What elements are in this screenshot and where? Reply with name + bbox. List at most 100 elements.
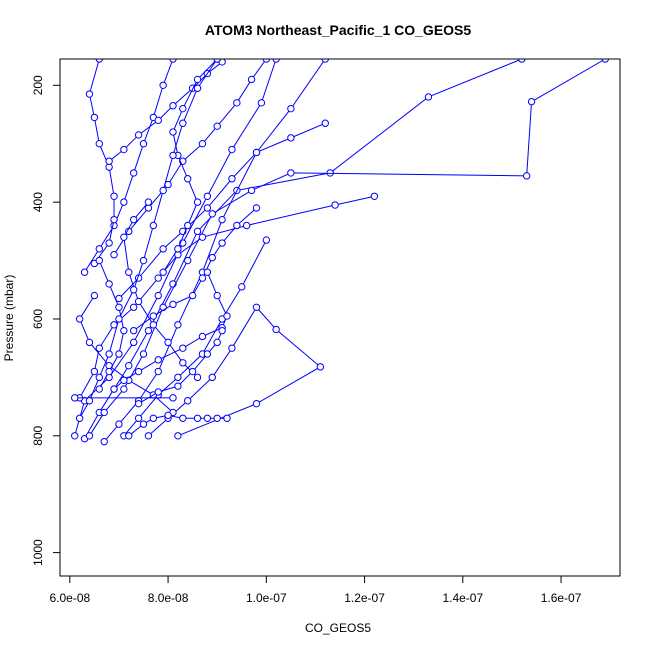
data-point [179, 359, 187, 367]
y-axis-label: Pressure (mbar) [2, 275, 16, 362]
series-profile [144, 303, 325, 440]
series-profile [134, 326, 226, 408]
data-point [115, 315, 123, 323]
data-point [95, 245, 103, 253]
data-point [213, 338, 221, 347]
data-point [262, 236, 271, 244]
data-point [174, 373, 182, 382]
data-point [252, 204, 261, 212]
data-point [149, 321, 158, 329]
data-point [228, 344, 236, 352]
series-profile [159, 59, 221, 276]
series-line [162, 59, 218, 273]
data-point [184, 221, 192, 230]
data-point [90, 291, 99, 300]
series-profile [75, 59, 221, 422]
data-point [169, 151, 177, 160]
data-point [238, 283, 246, 291]
series-profile [80, 59, 177, 276]
data-point [159, 245, 167, 253]
data-point [154, 367, 162, 376]
data-point [184, 256, 192, 265]
data-point [100, 437, 108, 446]
x-tick-label: 1.2e-07 [344, 591, 385, 605]
y-tick-label: 800 [31, 425, 45, 445]
data-point [169, 128, 177, 136]
data-point [129, 169, 138, 177]
data-point [174, 432, 182, 440]
data-point [203, 414, 212, 422]
data-point [115, 350, 123, 358]
data-point [71, 432, 79, 440]
series-profile [80, 59, 526, 443]
data-point [129, 286, 138, 294]
data-point [321, 59, 329, 63]
data-point [252, 303, 261, 311]
data-point [208, 253, 216, 262]
data-point [174, 321, 182, 329]
data-point [134, 414, 143, 422]
data-point [179, 344, 187, 352]
data-point [125, 432, 133, 440]
data-point [213, 291, 221, 300]
data-point [169, 394, 177, 402]
data-point [85, 397, 94, 405]
data-point [75, 315, 84, 323]
data-point [184, 397, 192, 405]
data-point [159, 303, 167, 311]
data-point [110, 385, 118, 393]
data-point [120, 385, 128, 393]
data-point [154, 291, 162, 300]
data-point [242, 221, 251, 230]
data-point [218, 326, 226, 335]
data-point [223, 312, 231, 320]
data-point [85, 90, 94, 98]
data-point [223, 414, 231, 422]
data-point [203, 350, 212, 358]
series-profile [105, 59, 226, 165]
data-point [331, 201, 339, 209]
y-tick-label: 600 [31, 309, 45, 329]
data-point [134, 399, 143, 408]
data-point [518, 59, 526, 63]
data-point [110, 251, 118, 259]
data-point [321, 119, 329, 127]
data-point [139, 420, 148, 428]
data-point [203, 192, 212, 200]
data-point [252, 399, 261, 408]
data-point [527, 97, 536, 106]
data-point [169, 102, 177, 110]
data-point [71, 394, 79, 402]
series-profile [120, 236, 271, 440]
data-point [149, 414, 158, 422]
data-point [203, 204, 212, 212]
series-profile [75, 192, 379, 402]
data-point [159, 81, 167, 89]
data-point [120, 233, 128, 241]
data-point [287, 169, 295, 177]
data-point [164, 338, 172, 347]
data-point [129, 303, 138, 311]
data-point [208, 210, 216, 218]
data-point [95, 373, 103, 382]
data-point [247, 75, 256, 84]
data-point [120, 145, 128, 154]
series-line [113, 59, 267, 255]
data-point [203, 268, 212, 276]
series-profile [100, 59, 329, 446]
data-point [120, 198, 128, 206]
data-point [198, 332, 207, 341]
series-profile [71, 59, 280, 440]
data-point [110, 192, 118, 200]
data-point [105, 280, 113, 288]
data-point [179, 414, 187, 422]
data-point [149, 312, 158, 320]
data-point [193, 84, 202, 92]
series-profile [125, 411, 231, 440]
data-point [125, 361, 133, 370]
data-point [95, 59, 103, 63]
data-point [601, 59, 609, 63]
data-point [179, 119, 187, 127]
data-point [95, 256, 103, 265]
data-point [272, 59, 280, 63]
